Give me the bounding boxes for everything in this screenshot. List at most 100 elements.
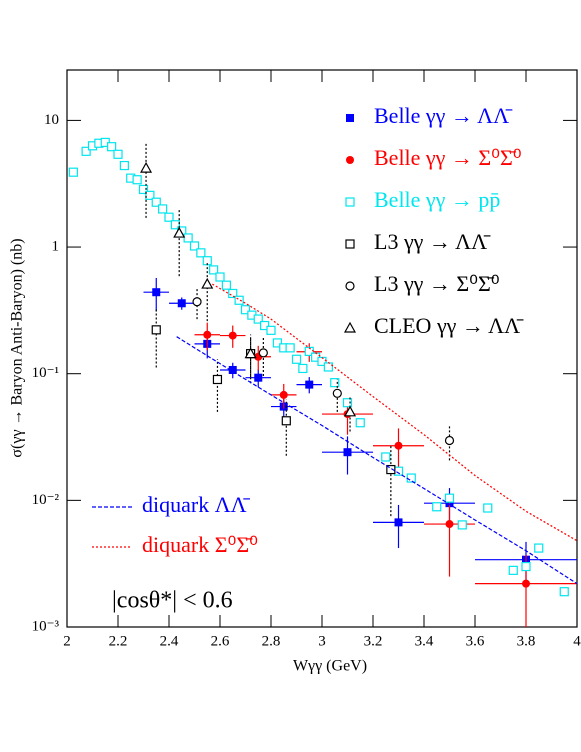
data-point <box>151 325 161 335</box>
data-point <box>559 587 569 597</box>
data-point <box>432 502 442 512</box>
data-point <box>445 520 454 529</box>
data-point <box>266 325 276 335</box>
legend-marker <box>345 281 355 291</box>
data-point <box>522 579 530 588</box>
data-point <box>260 320 270 331</box>
legend-marker <box>346 156 354 164</box>
data-point <box>343 448 352 457</box>
data-point <box>344 405 357 417</box>
x-tick-label: 2.4 <box>160 633 179 649</box>
y-tick-label: 10⁻³ <box>32 618 60 634</box>
data-point <box>221 280 231 290</box>
x-tick-label: 2.6 <box>211 633 230 649</box>
x-axis-label: Wγγ (GeV) <box>293 658 367 675</box>
data-point <box>228 365 237 374</box>
data-point <box>151 197 161 207</box>
data-point <box>508 565 518 575</box>
x-tick-label: 2.2 <box>109 633 128 649</box>
data-point <box>228 288 238 299</box>
data-point <box>81 146 91 156</box>
data-point <box>173 226 186 238</box>
data-point <box>258 348 268 358</box>
data-point <box>406 473 416 483</box>
legend-label: L3 γγ → ΛΛ̄ <box>374 229 491 254</box>
data-point <box>170 220 180 230</box>
data-point <box>457 520 467 530</box>
x-tick-label: 3.2 <box>364 633 383 649</box>
data-point <box>444 493 455 503</box>
data-point <box>113 149 123 159</box>
data-point <box>393 466 404 476</box>
data-point <box>228 331 237 340</box>
data-point <box>323 362 333 372</box>
legend-label: Belle γγ → pp̄ <box>374 187 500 212</box>
data-point <box>192 297 202 307</box>
x-tick-label: 3.8 <box>517 633 536 649</box>
data-point <box>285 343 295 353</box>
y-tick-label: 10 <box>44 112 59 128</box>
data-point <box>68 167 78 177</box>
data-point <box>107 142 117 152</box>
data-point <box>201 277 214 289</box>
annotation: |cosθ*| < 0.6 <box>112 588 233 614</box>
y-tick-label: 1 <box>52 238 60 254</box>
data-point <box>342 398 353 408</box>
data-point <box>381 452 391 462</box>
legend-label: Belle γγ → ΛΛ̄ <box>374 103 513 128</box>
data-point <box>394 441 403 450</box>
data-point <box>330 378 340 388</box>
data-point <box>253 314 263 324</box>
legend-marker <box>346 114 354 122</box>
x-tick-label: 2.8 <box>262 633 281 649</box>
data-point <box>203 330 212 339</box>
x-tick-label: 4 <box>573 633 581 649</box>
data-point <box>386 464 396 475</box>
data-point <box>177 299 186 308</box>
legend-label: diquark Σ⁰Σ̄⁰ <box>142 532 258 557</box>
data-point <box>152 288 161 297</box>
data-point <box>272 338 282 348</box>
data-point <box>355 418 365 428</box>
data-point <box>298 363 308 374</box>
legend-marker <box>343 321 357 333</box>
data-point <box>183 233 193 243</box>
data-point <box>394 518 403 527</box>
data-point <box>212 374 223 385</box>
legend-label: Belle γγ → Σ⁰Σ̄⁰ <box>374 145 522 170</box>
y-axis-label: σ(γγ → Baryon Anti-Baryon) (nb) <box>9 238 26 457</box>
data-point <box>279 390 288 399</box>
data-point <box>305 380 314 389</box>
data-point <box>483 503 493 513</box>
y-tick-label: 10⁻¹ <box>32 365 59 381</box>
data-point <box>119 160 129 171</box>
x-tick-label: 3.6 <box>466 633 485 649</box>
model-curve <box>176 336 578 585</box>
data-point <box>234 295 244 305</box>
data-point <box>444 435 455 446</box>
data-point <box>240 305 251 315</box>
legend-marker <box>345 197 355 207</box>
data-point <box>209 265 219 275</box>
data-point <box>215 272 225 282</box>
y-tick-label: 10⁻² <box>32 492 60 508</box>
data-point <box>534 543 544 553</box>
data-point <box>244 347 257 359</box>
x-tick-label: 3.4 <box>415 633 434 649</box>
data-point <box>196 248 206 258</box>
x-tick-label: 3 <box>318 633 326 649</box>
legend-label: CLEO γγ → ΛΛ̄ <box>374 313 524 338</box>
data-point <box>521 561 531 572</box>
data-point <box>140 161 153 173</box>
data-point <box>138 184 149 195</box>
legend-marker <box>345 239 355 249</box>
x-tick-label: 2 <box>63 633 71 649</box>
data-point <box>164 212 174 222</box>
legend-label: L3 γγ → Σ⁰Σ̄⁰ <box>374 271 500 296</box>
legend-label: diquark ΛΛ̄ <box>142 492 251 517</box>
model-curve <box>212 283 578 542</box>
data-point <box>132 175 142 185</box>
data-point <box>145 190 155 200</box>
data-point <box>158 204 168 214</box>
